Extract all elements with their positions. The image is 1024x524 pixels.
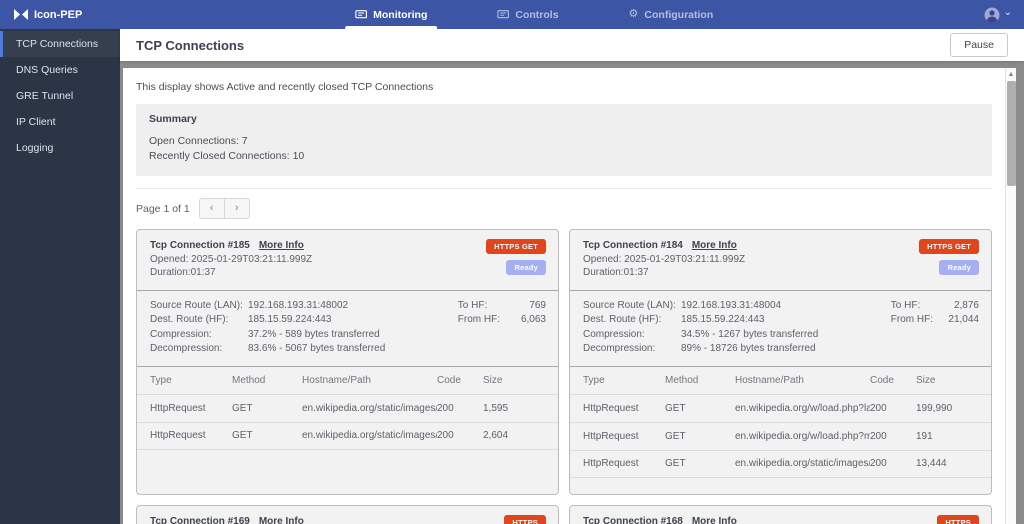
connection-duration: Duration:01:37 — [150, 267, 216, 278]
more-info-link[interactable]: More Info — [691, 515, 737, 524]
connection-title: Tcp Connection #185 — [150, 240, 250, 251]
tab-label: Controls — [515, 8, 559, 21]
tcp-connection-card: Tcp Connection #184 More Info Opened: 202… — [569, 229, 992, 495]
main-area: TCP Connections Pause This display shows… — [120, 29, 1024, 524]
protocol-badge: HTTPS — [504, 514, 546, 524]
scroll-up-arrow-icon[interactable]: ▲ — [1007, 71, 1015, 78]
route-fields: Source Route (LAN): 192.168.193.31:48002 … — [150, 299, 386, 355]
summary-closed-connections: Recently Closed Connections: 10 — [149, 150, 305, 162]
table-row: HttpRequest GET en.wikipedia.org/static/im… — [137, 421, 558, 450]
protocol-badge: HTTPS — [937, 514, 979, 524]
pagination: Page 1 of 1 ‹ › — [136, 188, 992, 229]
brand-label: Icon-PEP — [34, 8, 83, 21]
page-header: TCP Connections Pause — [120, 29, 1024, 61]
monitor-icon — [355, 9, 368, 18]
more-info-link[interactable]: More Info — [258, 240, 304, 251]
top-nav: Monitoring Controls ⚙ Configuration — [345, 0, 720, 29]
app-brand: Icon-PEP — [0, 9, 96, 21]
protocol-badge: HTTPS GET — [919, 239, 979, 254]
tab-monitoring[interactable]: Monitoring — [345, 0, 438, 29]
sidebar-item-gre-tunnel[interactable]: GRE Tunnel — [16, 90, 74, 102]
summary-title: Summary — [149, 113, 197, 125]
route-fields: Source Route (LAN): 192.168.193.31:48004 … — [583, 299, 819, 355]
tab-controls[interactable]: Controls — [491, 0, 564, 29]
connection-title: Tcp Connection #169 — [150, 515, 250, 524]
page-title: TCP Connections — [136, 37, 245, 53]
user-avatar-icon — [984, 7, 1000, 22]
table-row: HttpRequest GET en.wikipedia.org/w/load.ph… — [570, 393, 991, 422]
connection-cards-grid: Tcp Connection #185 More Info Opened: 202… — [136, 229, 992, 524]
pause-button[interactable]: Pause — [950, 33, 1008, 57]
hf-stats: To HF: 2,876 From HF: 21,044 — [890, 299, 979, 326]
chevron-down-icon: ⌄ — [1003, 7, 1012, 18]
content-panel: This display shows Active and recently c… — [123, 68, 1016, 524]
prev-page-button[interactable]: ‹ — [198, 198, 225, 219]
summary-open-connections: Open Connections: 7 — [149, 135, 248, 147]
connection-title: Tcp Connection #168 — [583, 515, 683, 524]
more-info-link[interactable]: More Info — [258, 515, 304, 524]
tab-label: Monitoring — [373, 8, 428, 21]
gear-icon: ⚙ — [628, 8, 639, 20]
summary-box: Summary Open Connections: 7 Recently Clo… — [136, 104, 992, 176]
sidebar-item-ip-client[interactable]: IP Client — [16, 116, 56, 128]
table-row: HttpRequest GET en.wikipedia.org/static/im… — [570, 449, 991, 478]
next-page-button[interactable]: › — [223, 198, 250, 219]
sidebar-item-dns-queries[interactable]: DNS Queries — [16, 64, 78, 76]
scrollbar-thumb[interactable] — [1007, 81, 1016, 186]
status-badge: Ready — [506, 260, 546, 275]
requests-table-header: Type Method Hostname/Path Code Size — [150, 374, 503, 386]
sidebar: TCP Connections DNS Queries GRE Tunnel I… — [0, 29, 120, 524]
connection-opened: Opened: 2025-01-29T03:21:11.999Z — [150, 253, 313, 265]
table-row: HttpRequest GET en.wikipedia.org/static/im… — [137, 393, 558, 422]
tab-configuration[interactable]: ⚙ Configuration — [623, 0, 720, 29]
protocol-badge: HTTPS GET — [486, 239, 546, 254]
connection-duration: Duration:01:37 — [583, 267, 649, 278]
content-backdrop: This display shows Active and recently c… — [120, 61, 1024, 524]
panel-description: This display shows Active and recently c… — [136, 81, 434, 93]
pagination-label: Page 1 of 1 — [136, 202, 190, 215]
requests-table: Type Method Hostname/Path Code Size HttpRequ… — [137, 365, 558, 466]
connection-title: Tcp Connection #184 — [583, 240, 683, 251]
table-row: HttpRequest GET en.wikipedia.org/w/load.ph… — [570, 421, 991, 450]
sidebar-item-tcp-connections[interactable]: TCP Connections — [0, 31, 120, 57]
app-logo-icon — [14, 9, 28, 20]
vertical-scrollbar[interactable]: ▲ — [1005, 68, 1016, 524]
requests-table: Type Method Hostname/Path Code Size HttpRequ… — [570, 365, 991, 494]
hf-stats: To HF: 769 From HF: 6,063 — [457, 299, 546, 326]
monitor-icon — [497, 9, 510, 18]
tab-label: Configuration — [644, 8, 714, 21]
sidebar-item-logging[interactable]: Logging — [16, 142, 54, 154]
status-badge: Ready — [939, 260, 979, 275]
user-menu[interactable]: ⌄ — [984, 0, 1012, 29]
tcp-connection-card: Tcp Connection #185 More Info Opened: 202… — [136, 229, 559, 495]
requests-table-header: Type Method Hostname/Path Code Size — [583, 374, 936, 386]
more-info-link[interactable]: More Info — [691, 240, 737, 251]
top-bar: Icon-PEP Monitoring Controls ⚙ Configura… — [0, 0, 1024, 29]
connection-opened: Opened: 2025-01-29T03:21:11.999Z — [583, 253, 746, 265]
